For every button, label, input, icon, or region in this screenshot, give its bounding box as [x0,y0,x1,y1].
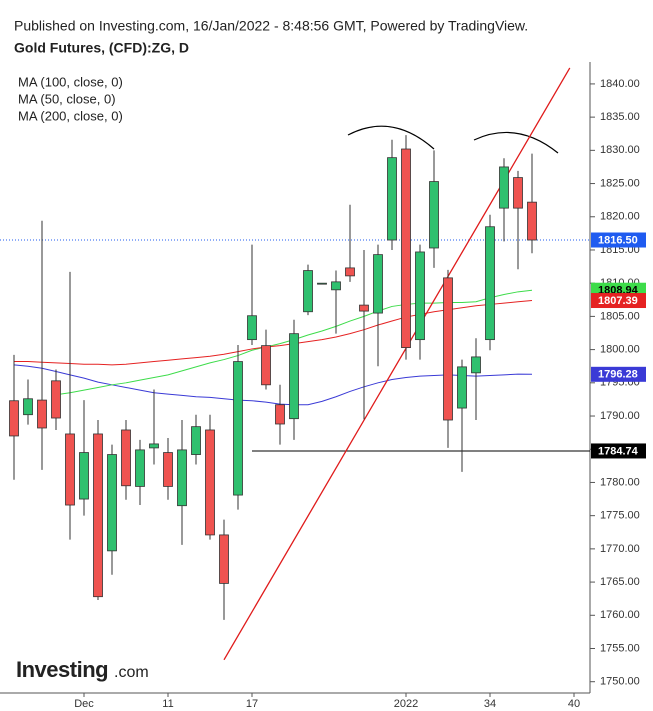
y-tick-label: 1835.00 [600,111,640,123]
candle-body [317,282,327,285]
y-tick-label: 1765.00 [600,576,640,588]
y-tick-label: 1780.00 [600,476,640,488]
candle-body [107,454,117,552]
candle-body [331,281,341,291]
candle-body [513,177,523,209]
candle-body [247,315,257,341]
candle-body [37,399,47,429]
candle-body [93,433,103,598]
y-tick-label: 1840.00 [600,78,640,90]
candle-body [359,304,369,312]
plot: 1750.00 1755.00 1760.00 1765.00 1770.00 1775.… [0,67,646,710]
candle-body [485,226,495,341]
candle-body [289,333,299,420]
candle-body [65,433,75,506]
candle-body [219,534,229,584]
candle-body [471,356,481,374]
candle-body [373,254,383,314]
candle-body [177,449,187,507]
y-tick-label: 1770.00 [600,543,640,555]
logo: Investing [16,657,108,682]
candle-body [233,361,243,496]
shoulder-arc [473,131,559,154]
candle-body [499,166,509,209]
chart-title: Gold Futures, (CFD):ZG, D [14,40,189,56]
y-tick-label: 1790.00 [600,410,640,422]
x-tick-label: 34 [484,698,496,710]
candle-body [51,380,61,419]
candle-body [303,270,313,313]
x-tick-label: 2022 [394,698,418,710]
header: Published on Investing.com, 16/Jan/2022 … [14,18,528,34]
candle-body [261,345,271,386]
candle-body [9,400,19,437]
candle-body [135,449,145,487]
candle-body [387,157,397,241]
y-tick-label: 1755.00 [600,642,640,654]
head-arc [347,125,435,150]
price-marker [591,366,646,382]
price-marker-label: 1784.74 [598,445,639,457]
candle-body [415,251,425,341]
price-marker-label: 1807.39 [598,295,638,307]
candle-body [527,201,537,241]
y-tick-label: 1830.00 [600,144,640,156]
candle-body [275,404,285,425]
candle-body [345,267,355,277]
ma-line [14,300,533,366]
y-tick-label: 1760.00 [600,609,640,621]
candle-body [121,429,131,487]
candle-body [23,398,33,416]
y-tick-label: 1750.00 [600,676,640,688]
candle-body [79,452,89,500]
x-tick-label: 11 [162,698,173,710]
candle-body [191,426,201,455]
x-tick-label: 40 [568,698,580,710]
candle-body [443,277,453,421]
price-marker-label: 1796.28 [598,369,638,381]
candle-body [429,181,439,249]
candle-body [163,452,173,487]
y-tick-label: 1800.00 [600,344,640,356]
candle-body [149,443,159,449]
x-tick-label: 17 [246,698,258,710]
candle-body [401,148,411,349]
price-marker [591,232,646,248]
price-marker-label: 1816.50 [598,234,638,246]
trendline [223,67,571,661]
x-tick-label: Dec [74,698,94,710]
price-marker [591,293,646,309]
y-tick-label: 1805.00 [600,310,640,322]
price-marker [591,443,646,459]
legend-entry: MA (100, close, 0) [18,74,123,89]
y-tick-label: 1820.00 [600,211,640,223]
candle-body [205,429,215,536]
y-tick-label: 1825.00 [600,177,640,189]
ma-line [13,364,533,406]
candle-body [457,366,467,409]
legend-entry: MA (50, close, 0) [18,91,116,106]
legend-entry: MA (200, close, 0) [18,108,123,123]
logo-suffix: .com [114,664,149,681]
y-tick-label: 1775.00 [600,510,640,522]
